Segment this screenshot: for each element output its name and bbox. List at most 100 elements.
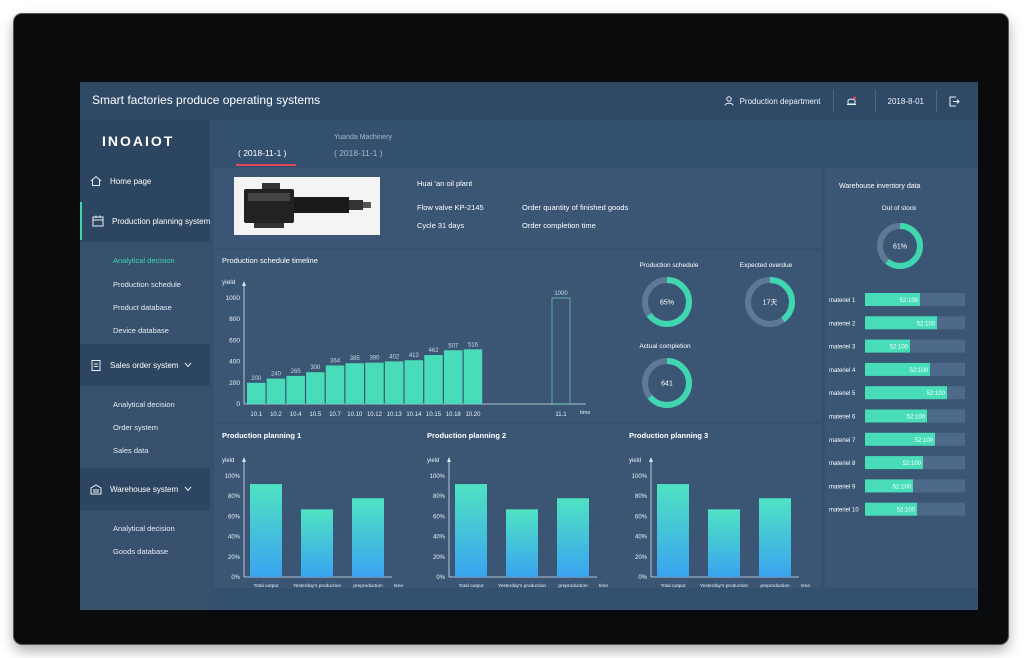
nav-production-planning[interactable]: Production planning system (80, 202, 212, 240)
stock-gauge-value (877, 223, 923, 269)
timeline-x-tick: 10.20 (465, 412, 481, 418)
materiel-label: materiel 5 (829, 391, 856, 397)
materiel-bar (865, 386, 947, 400)
timeline-bar-value: 265 (291, 369, 302, 375)
logout-button[interactable] (936, 90, 978, 112)
gauge-completion-label: 641 (661, 381, 673, 388)
chevron-down-icon (184, 486, 192, 492)
timeline-bar (384, 361, 404, 404)
timeline-bar-value: 240 (271, 372, 282, 378)
timeline-y-tick: 400 (229, 359, 240, 366)
planning-x-tick: Total output (254, 583, 279, 588)
planning-title: Production planning 1 (222, 431, 301, 440)
submenu-sales-data[interactable]: Sales data (113, 446, 149, 455)
materiel-label: materiel 9 (829, 484, 856, 490)
date-display: 2018-8-01 (874, 90, 936, 112)
calendar-icon (92, 215, 104, 227)
nav-home-label: Home page (110, 176, 152, 186)
materiel-label: materiel 1 (829, 298, 856, 304)
user-menu[interactable]: Production department (712, 90, 833, 112)
gauge-schedule-label: 65% (660, 300, 674, 307)
planning-x-label: time (801, 583, 810, 588)
submenu-production-schedule[interactable]: Production schedule (113, 280, 181, 289)
planning-title: Production planning 3 (629, 431, 708, 440)
timeline-bar (365, 362, 384, 404)
nav-warehouse[interactable]: Warehouse system (80, 470, 210, 508)
timeline-bar-value: 402 (389, 354, 400, 360)
timeline-x-tick: 10.1 (250, 412, 262, 418)
materiel-value: 52:100 (900, 298, 919, 304)
submenu-goods-database[interactable]: Goods database (113, 547, 169, 556)
timeline-target-value: 1000 (554, 291, 568, 297)
warehouse-submenu: Analytical decision Goods database (80, 510, 210, 610)
plant-name: Huai 'an oil plant (417, 179, 473, 188)
timeline-x-tick: 10.10 (347, 412, 363, 418)
planning-bar (506, 509, 538, 577)
order-quantity: Order quantity of finished goods (522, 203, 629, 212)
planning-bar (759, 498, 791, 577)
timeline-bar-value: 516 (468, 342, 479, 348)
planning-y-tick: 20% (228, 555, 241, 561)
timeline-x-label: time (580, 410, 590, 416)
planning-x-tick: Yesterday's production (700, 583, 749, 588)
nav-sales-order[interactable]: Sales order system (80, 346, 210, 384)
planning-y-tick: 40% (635, 535, 648, 541)
current-date: 2018-8-01 (887, 96, 924, 106)
submenu-sales-analytical[interactable]: Analytical decision (113, 400, 175, 409)
submenu-product-database[interactable]: Product database (113, 303, 172, 312)
planning-y-arrow (649, 457, 653, 462)
gauge-overdue-title: Expected overdue (740, 262, 793, 269)
planning-y-tick: 20% (635, 555, 648, 561)
tab-yuanda-date[interactable]: ( 2018-11-1 ) (334, 148, 383, 158)
materiel-bar (865, 456, 923, 470)
timeline-bar (404, 360, 424, 404)
planning-x-tick: preproduction (558, 583, 588, 588)
planning-x-tick: preproduction (760, 583, 790, 588)
planning-x-tick: Total output (459, 583, 484, 588)
timeline-bar (266, 378, 286, 404)
notifications-button[interactable] (832, 90, 875, 112)
timeline-bar-value: 390 (369, 356, 380, 362)
materiel-bar (865, 316, 937, 330)
submenu-warehouse-analytical[interactable]: Analytical decision (113, 524, 175, 533)
timeline-bar-value: 200 (251, 376, 262, 382)
top-bar: Smart factories produce operating system… (80, 82, 978, 120)
planning-y-tick: 0% (436, 575, 445, 581)
nav-warehouse-label: Warehouse system (110, 484, 179, 494)
materiel-bar (865, 502, 917, 516)
submenu-order-system[interactable]: Order system (113, 423, 159, 432)
materiel-bar (865, 362, 930, 376)
planning-y-tick: 60% (228, 514, 241, 520)
materiel-label: materiel 6 (829, 415, 856, 421)
materiel-label: materiel 2 (829, 321, 856, 327)
gauge-overdue-value (745, 277, 795, 327)
timeline-title: Production schedule timeline (222, 256, 318, 265)
timeline-x-tick: 10.2 (270, 412, 282, 418)
timeline-x-tick: 10.18 (446, 412, 462, 418)
tab-yuanda-name[interactable]: Yuanda Machinery (334, 134, 392, 141)
submenu-analytical-decision[interactable]: Analytical decision (113, 256, 175, 265)
planning-y-tick: 100% (632, 474, 648, 480)
timeline-y-tick: 800 (229, 316, 240, 323)
planning-x-tick: Total output (661, 583, 686, 588)
materiel-label: materiel 4 (829, 368, 856, 374)
timeline-x-tick: 10.13 (387, 412, 403, 418)
gauge-schedule-value (642, 277, 692, 327)
tab-active-indicator (236, 164, 296, 166)
warehouse-panel: Warehouse inventory data Out of stock 61% m… (825, 168, 978, 588)
timeline-y-tick: 1000 (226, 295, 241, 302)
planning-x-label: time (599, 583, 608, 588)
timeline-x-tick: 10.4 (290, 412, 302, 418)
timeline-bar (247, 382, 266, 404)
timeline-x-tick: 10.12 (367, 412, 383, 418)
gauge-schedule-title: Production schedule (640, 262, 699, 269)
nav-home[interactable]: Home page (80, 162, 210, 200)
materiel-value: 52:100 (915, 438, 934, 444)
timeline-x-tick: 10.15 (426, 412, 442, 418)
submenu-device-database[interactable]: Device database (113, 326, 169, 335)
tab-active-date[interactable]: ( 2018-11-1 ) (238, 148, 287, 158)
planning-charts: Production planning 1 yield 0% 20% 40% 60% 80%… (222, 431, 810, 589)
planning-bar (557, 498, 589, 577)
planning-y-label: yield (427, 458, 439, 464)
plant-tabs: ( 2018-11-1 ) Yuanda Machinery ( 2018-11… (214, 120, 978, 166)
